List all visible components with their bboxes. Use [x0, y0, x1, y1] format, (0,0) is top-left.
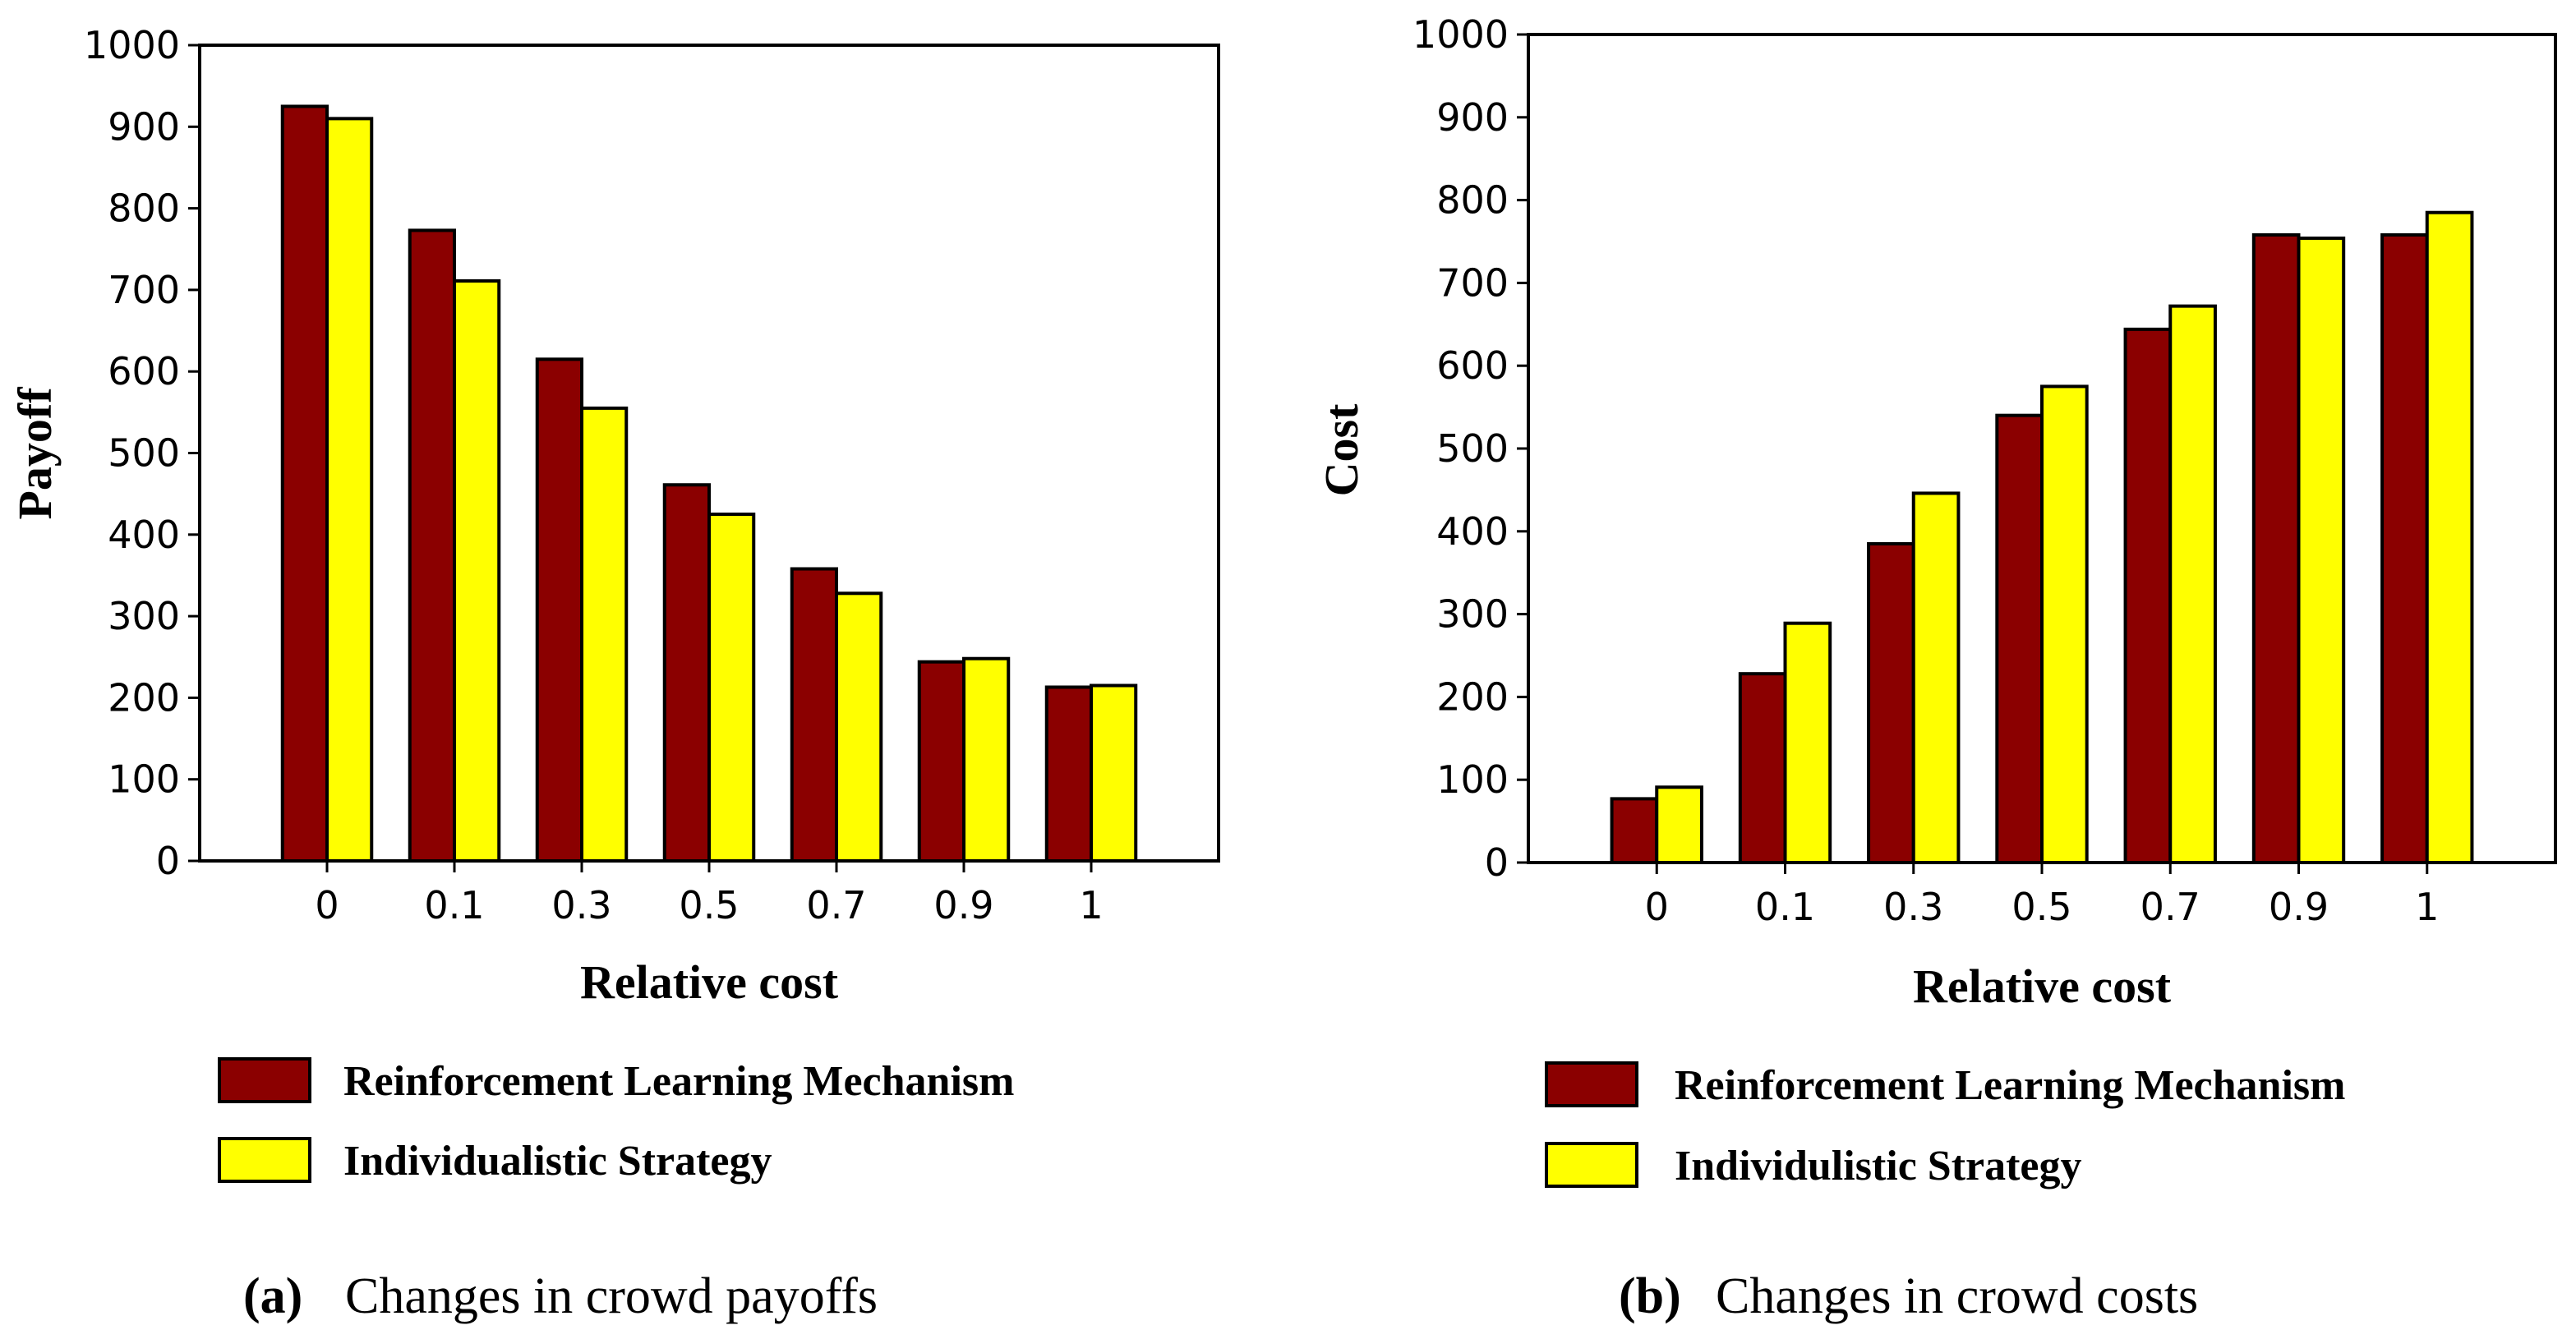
- bar-individual-0.9: [962, 656, 1011, 863]
- bar-individual-0.7: [2168, 304, 2217, 864]
- x-tick-label: 0.3: [1883, 885, 1943, 929]
- x-tick-label: 0.7: [806, 883, 866, 927]
- y-tick-label: 1000: [84, 23, 180, 67]
- legend-label: Individulistic Strategy: [1675, 1143, 2082, 1189]
- y-tick-label: 0: [1485, 840, 1509, 885]
- legend-swatch: [1545, 1142, 1638, 1188]
- x-tick-label: 0: [315, 883, 339, 927]
- x-tick-label: 0.5: [2011, 885, 2071, 929]
- x-tick-label: 0.5: [679, 883, 739, 927]
- y-tick-label: 400: [108, 513, 180, 557]
- y-tick-label: 900: [1436, 95, 1509, 140]
- chart-b: 0 100 200 300 400 500 600 700 800 900 1000 0 0.1 0.3 0…: [1315, 12, 2557, 1324]
- legend-swatch: [218, 1137, 311, 1183]
- y-tick-label: 0: [156, 839, 180, 883]
- y-axis-label: Cost: [1315, 403, 1368, 496]
- y-tick-label: 100: [1436, 757, 1509, 802]
- y-tick-label: 600: [108, 349, 180, 393]
- legend-label: Individualistic Strategy: [343, 1138, 772, 1185]
- x-tick-label: 0.7: [2141, 885, 2200, 929]
- legend-swatch: [1545, 1061, 1638, 1107]
- bar-individual-0.9: [2297, 236, 2346, 864]
- y-tick-label: 500: [1436, 426, 1509, 471]
- legend: Reinforcement Learning Mechanism Individu…: [1545, 1061, 2345, 1189]
- bar-rl-0.5: [1995, 413, 2044, 864]
- bar-individual-0.5: [2040, 384, 2089, 864]
- y-tick-label: 200: [108, 675, 180, 720]
- y-tick-label: 800: [1436, 178, 1509, 223]
- bar-rl-0: [280, 104, 329, 863]
- bar-rl-0.5: [662, 483, 711, 863]
- y-tick-label: 900: [108, 104, 180, 149]
- bar-individual-0.1: [1783, 621, 1832, 864]
- bar-individual-0.5: [707, 512, 756, 863]
- bar-individual-0.3: [1911, 491, 1961, 864]
- y-tick-label: 700: [108, 268, 180, 312]
- bar-rl-1: [1044, 685, 1093, 863]
- caption-text: Changes in crowd payoffs: [345, 1268, 878, 1324]
- bar-rl-0.3: [1867, 541, 1915, 864]
- caption-letter: (a): [243, 1268, 302, 1324]
- legend-label: Reinforcement Learning Mechanism: [343, 1058, 1014, 1105]
- bar-rl-0.9: [917, 660, 965, 863]
- x-tick-label: 1: [1079, 883, 1103, 927]
- y-tick-label: 300: [1436, 592, 1509, 637]
- bar-rl-0.1: [408, 228, 456, 863]
- legend-swatch: [218, 1057, 311, 1103]
- legend: Reinforcement Learning Mechanism Individu…: [218, 1057, 1014, 1185]
- y-tick-label: 200: [1436, 674, 1509, 719]
- y-tick-label: 300: [108, 594, 180, 638]
- y-tick-label: 400: [1436, 509, 1509, 554]
- x-tick-label: 0.3: [551, 883, 611, 927]
- caption-letter: (b): [1619, 1268, 1681, 1324]
- bar-rl-0.3: [535, 357, 583, 863]
- x-tick-label: 0.9: [2269, 885, 2329, 929]
- bar-rl-0.9: [2251, 232, 2301, 865]
- y-tick-label: 800: [108, 186, 180, 231]
- bar-individual-0.3: [580, 406, 629, 863]
- y-tick-label: 100: [108, 757, 180, 802]
- bar-individual-0: [1655, 785, 1703, 864]
- x-axis-label: Relative cost: [1913, 959, 2172, 1013]
- bar-rl-0.1: [1738, 672, 1787, 865]
- x-tick-label: 1: [2415, 885, 2439, 929]
- y-tick-label: 600: [1436, 343, 1509, 388]
- x-tick-label: 0.9: [933, 883, 993, 927]
- bar-individual-0.1: [453, 278, 501, 863]
- bar-individual-1: [1090, 683, 1138, 863]
- bar-rl-1: [2380, 232, 2429, 865]
- x-tick-label: 0.1: [1755, 885, 1815, 929]
- bar-rl-0.7: [790, 567, 838, 863]
- legend-label: Reinforcement Learning Mechanism: [1675, 1062, 2345, 1109]
- chart-a: 0 100 200 300 400 500 600 700 800 900 1000 0 0.1 0.3 0…: [8, 23, 1220, 1324]
- bar-individual-1: [2425, 210, 2474, 865]
- y-tick-label: 1000: [1412, 12, 1509, 57]
- y-tick-label: 500: [108, 431, 180, 476]
- bar-individual-0.7: [835, 591, 883, 863]
- y-axis-label: Payoff: [8, 387, 62, 520]
- x-tick-label: 0.1: [424, 883, 484, 927]
- x-tick-label: 0: [1645, 885, 1669, 929]
- y-tick-label: 700: [1436, 260, 1509, 305]
- bar-rl-0.7: [2123, 327, 2173, 864]
- x-axis-label: Relative cost: [580, 955, 839, 1009]
- bar-individual-0: [325, 117, 374, 863]
- bar-rl-0: [1610, 797, 1659, 864]
- caption-text: Changes in crowd costs: [1716, 1268, 2198, 1324]
